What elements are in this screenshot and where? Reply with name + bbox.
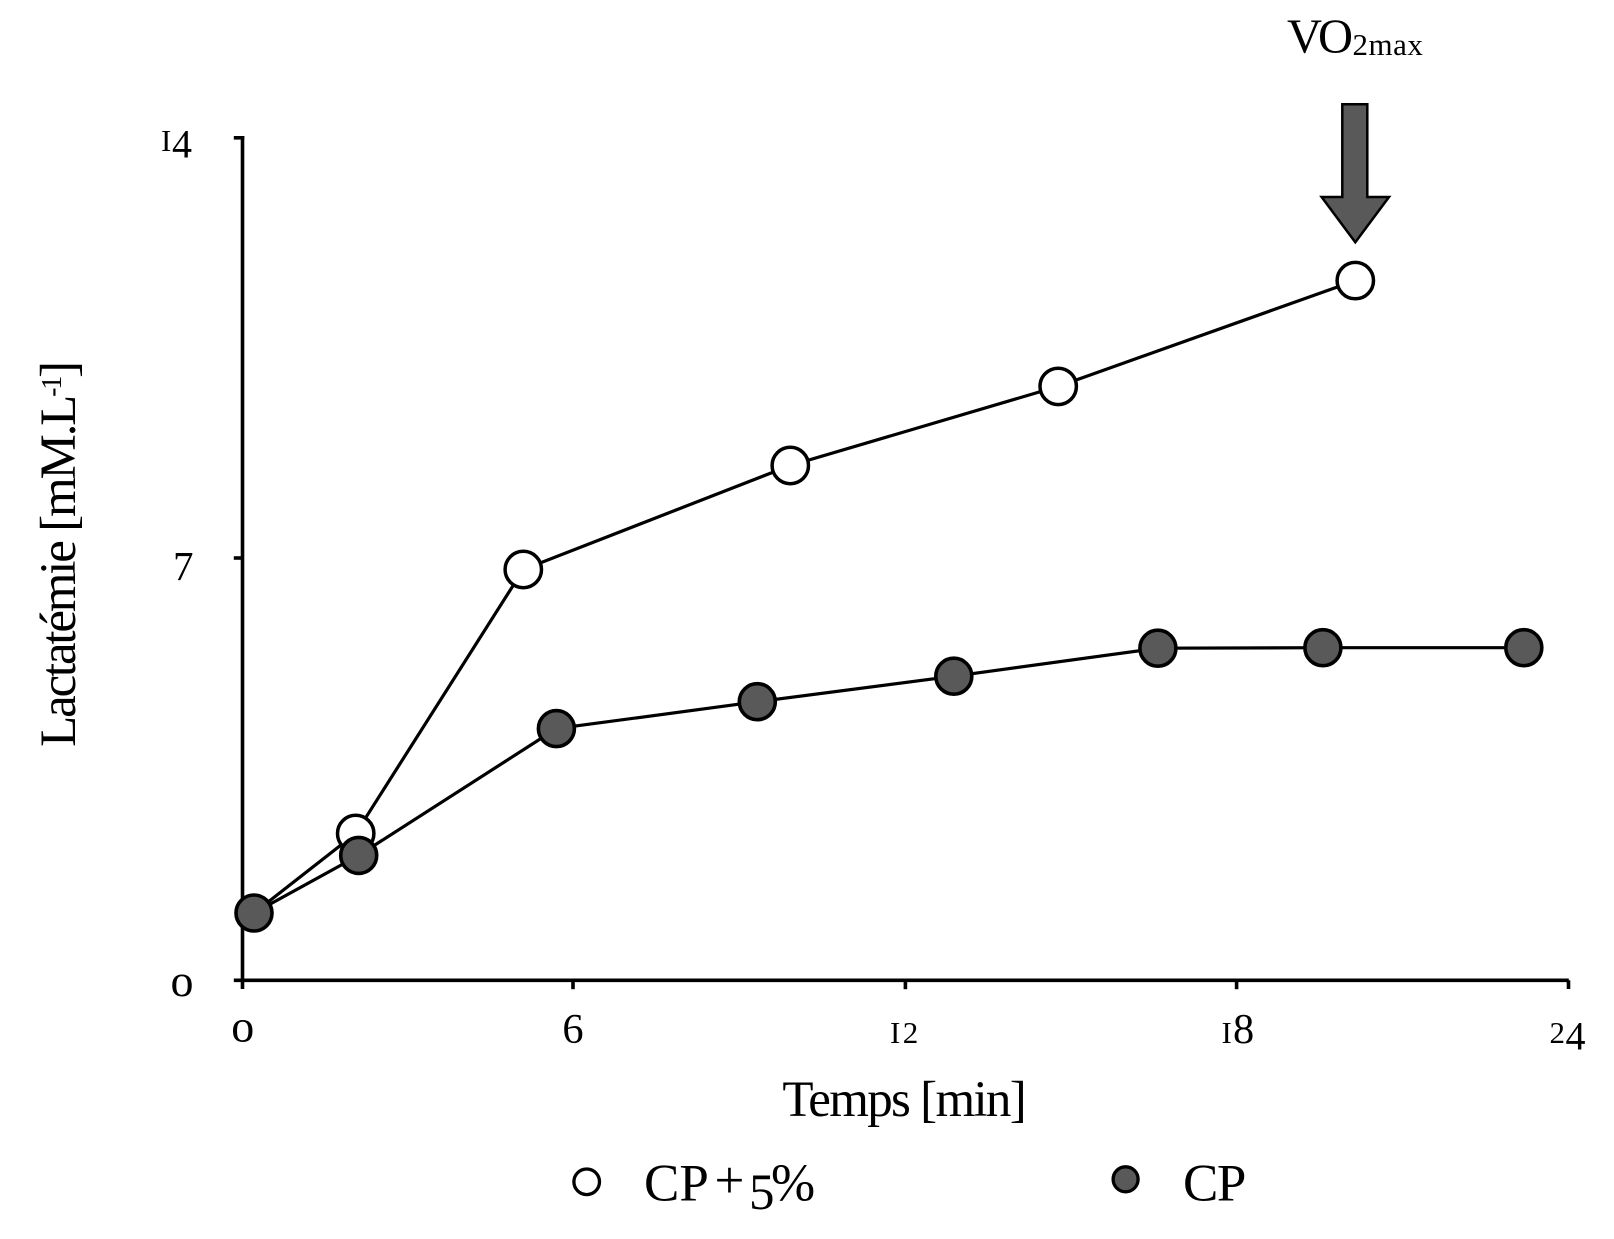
svg-text:4: 4 (172, 122, 192, 167)
svg-text:5: 5 (749, 1165, 775, 1221)
svg-text:I: I (1222, 1015, 1232, 1050)
svg-text:%: % (771, 1155, 815, 1213)
svg-text:VO: VO (1287, 11, 1353, 64)
svg-text:I: I (161, 123, 171, 158)
svg-text:2: 2 (903, 1015, 919, 1050)
svg-text:6: 6 (562, 1006, 583, 1053)
svg-text:4: 4 (1566, 1014, 1586, 1059)
svg-text:CP: CP (644, 1155, 709, 1213)
svg-text:7: 7 (173, 543, 194, 589)
svg-text:2: 2 (1550, 1015, 1566, 1050)
svg-text:Temps [min]: Temps [min] (782, 1072, 1025, 1128)
svg-text:I: I (890, 1015, 900, 1050)
svg-text:+: + (715, 1152, 745, 1210)
svg-text:Lactatémie [mM.L-1]: Lactatémie [mM.L-1] (31, 363, 87, 747)
svg-text:o: o (171, 955, 194, 1006)
svg-text:CP: CP (1183, 1155, 1245, 1213)
svg-text:2max: 2max (1353, 27, 1424, 62)
svg-text:8: 8 (1233, 1006, 1254, 1053)
svg-text:o: o (231, 1001, 254, 1052)
